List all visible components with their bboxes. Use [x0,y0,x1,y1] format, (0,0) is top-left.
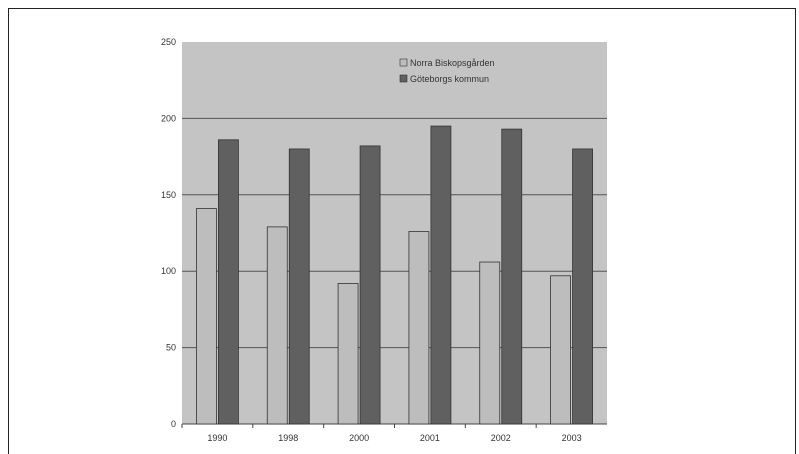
bar-norra-1998 [266,226,288,425]
y-tick-label: 250 [161,37,176,47]
y-tick-label: 0 [171,419,176,429]
x-tick-label: 1990 [207,433,227,443]
y-axis: 0 50 100 150 200 250 [161,37,176,429]
legend: Norra Biskopsgården Göteborgs kommun [399,58,495,84]
y-tick-label: 50 [166,343,176,353]
bar-goteborg-2002 [501,128,523,425]
y-tick-label: 200 [161,113,176,123]
bar-norra-2001 [408,231,430,425]
x-tick-label: 2000 [349,433,369,443]
bar-goteborg-2000 [359,145,381,425]
bars-group [196,125,593,425]
x-tick-label: 2001 [420,433,440,443]
x-tick-label: 2003 [562,433,582,443]
bar-goteborg-1990 [218,139,239,425]
plot-area [182,42,607,424]
legend-swatch-goteborgs-kommun [399,74,408,83]
x-axis: 1990 1998 2000 2001 2002 2003 [181,424,582,443]
x-tick-label: 2002 [491,433,511,443]
bar-norra-2002 [479,261,501,425]
bar-goteborg-2001 [430,125,452,425]
bar-norra-1990 [196,208,217,425]
bar-goteborg-2003 [572,148,593,425]
y-tick-label: 100 [161,266,176,276]
x-tick-label: 1998 [278,433,298,443]
legend-swatch-norra-biskopsgarden [399,58,408,67]
legend-label-norra-biskopsgarden: Norra Biskopsgården [410,58,495,68]
bar-norra-2000 [337,283,359,425]
legend-label-goteborgs-kommun: Göteborgs kommun [410,74,489,84]
y-tick-label: 150 [161,190,176,200]
bar-norra-2003 [550,275,571,425]
bar-goteborg-1998 [288,148,310,425]
